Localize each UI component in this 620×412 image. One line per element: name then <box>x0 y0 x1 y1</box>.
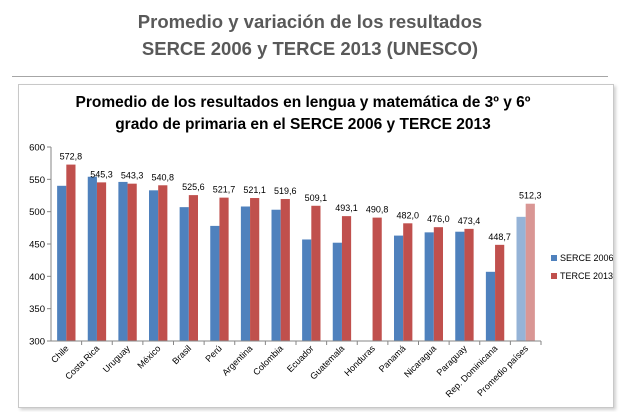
bar-terce-2013 <box>372 217 382 341</box>
data-label-terce-2013: 476,0 <box>427 214 450 224</box>
bar-terce-2013 <box>495 244 505 341</box>
legend: SERCE 2006 TERCE 2013 <box>551 253 613 281</box>
data-label-terce-2013: 572,8 <box>60 152 83 162</box>
bar-serce-2006 <box>516 216 526 341</box>
bar-terce-2013 <box>464 228 474 341</box>
legend-label-serce-2006: SERCE 2006 <box>560 253 613 263</box>
slide-title: Promedio y variación de los resultados S… <box>0 8 620 62</box>
legend-swatch-serce-2006 <box>551 255 557 261</box>
bar-terce-2013 <box>219 197 229 341</box>
bar-serce-2006 <box>149 190 159 341</box>
bar-terce-2013 <box>311 205 321 341</box>
data-label-terce-2013: 540,8 <box>152 172 175 182</box>
y-tick-label: 500 <box>29 207 45 218</box>
data-label-terce-2013: 473,4 <box>458 216 481 226</box>
chart-title-line-2: grado de primaria en el SERCE 2006 y TER… <box>115 116 491 133</box>
chart-title-line-1: Promedio de los resultados en lengua y m… <box>76 94 531 111</box>
bar-serce-2006 <box>332 242 342 341</box>
bars <box>57 164 535 341</box>
slide-title-line-2: SERCE 2006 y TERCE 2013 (UNESCO) <box>141 38 479 59</box>
y-tick-label: 450 <box>29 240 45 251</box>
x-category-label: Chile <box>49 343 71 365</box>
data-label-terce-2013: 545,3 <box>90 169 113 179</box>
bar-serce-2006 <box>485 271 496 341</box>
bar-serce-2006 <box>179 207 189 341</box>
bar-terce-2013 <box>188 195 198 341</box>
bar-terce-2013 <box>341 216 352 341</box>
y-tick-label: 400 <box>29 272 45 283</box>
data-label-terce-2013: 490,8 <box>366 205 389 215</box>
legend-label-terce-2013: TERCE 2013 <box>560 271 613 281</box>
bar-chart: Promedio de los resultados en lengua y m… <box>29 94 613 399</box>
data-label-terce-2013: 519,6 <box>274 186 297 196</box>
data-label-terce-2013: 482,0 <box>397 210 420 220</box>
x-category-label: Honduras <box>342 343 377 378</box>
data-label-terce-2013: 512,3 <box>519 191 542 201</box>
bar-serce-2006 <box>57 185 67 341</box>
y-tick-label: 300 <box>29 337 45 348</box>
chart-panel: Promedio de los resultados en lengua y m… <box>18 84 614 408</box>
x-category-label: Panamá <box>377 343 408 374</box>
bar-terce-2013 <box>403 223 413 341</box>
bar-terce-2013 <box>250 198 260 341</box>
data-label-terce-2013: 521,7 <box>213 185 236 195</box>
bar-serce-2006 <box>271 209 281 341</box>
y-tick-label: 350 <box>29 304 45 315</box>
data-label-terce-2013: 543,3 <box>121 171 144 181</box>
data-label-terce-2013: 448,7 <box>488 232 511 242</box>
bar-serce-2006 <box>455 231 465 341</box>
data-label-terce-2013: 509,1 <box>305 193 328 203</box>
bar-terce-2013 <box>127 183 137 341</box>
y-tick-label: 600 <box>29 143 45 154</box>
bar-terce-2013 <box>280 198 290 341</box>
bar-serce-2006 <box>424 232 434 341</box>
bar-serce-2006 <box>87 176 97 341</box>
x-category-label: Argentina <box>220 343 254 377</box>
slide-title-line-1: Promedio y variación de los resultados <box>137 11 483 32</box>
x-category-label: Nicaragua <box>402 343 438 379</box>
bar-serce-2006 <box>394 235 404 341</box>
x-category-label: Ecuador <box>285 343 316 374</box>
x-category-label: Colombia <box>251 343 285 377</box>
data-label-terce-2013: 521,1 <box>243 185 266 195</box>
title-divider <box>12 76 608 77</box>
bar-terce-2013 <box>96 182 107 341</box>
legend-swatch-terce-2013 <box>551 273 557 279</box>
bar-terce-2013 <box>525 203 535 341</box>
y-tick-label: 550 <box>29 175 45 186</box>
data-labels: 572,8 545,3 543,3 540,8 525,6 521,7 521,1 519,6… <box>60 152 542 242</box>
bar-serce-2006 <box>240 206 251 341</box>
bar-serce-2006 <box>210 225 220 341</box>
x-category-label: Perú <box>203 343 224 364</box>
bar-terce-2013 <box>66 164 76 341</box>
y-axis: 300 350 400 450 500 550 600 <box>29 143 52 348</box>
x-category-label: Rep. Dominicana <box>444 343 500 399</box>
x-category-label: México <box>135 343 162 370</box>
bar-terce-2013 <box>433 227 443 341</box>
bar-serce-2006 <box>118 181 128 341</box>
x-category-label: Uruguay <box>101 343 132 374</box>
bar-terce-2013 <box>158 185 168 341</box>
x-category-label: Brasil <box>170 343 193 366</box>
data-label-terce-2013: 493,1 <box>335 203 358 213</box>
data-label-terce-2013: 525,6 <box>182 182 205 192</box>
bar-serce-2006 <box>302 239 312 341</box>
